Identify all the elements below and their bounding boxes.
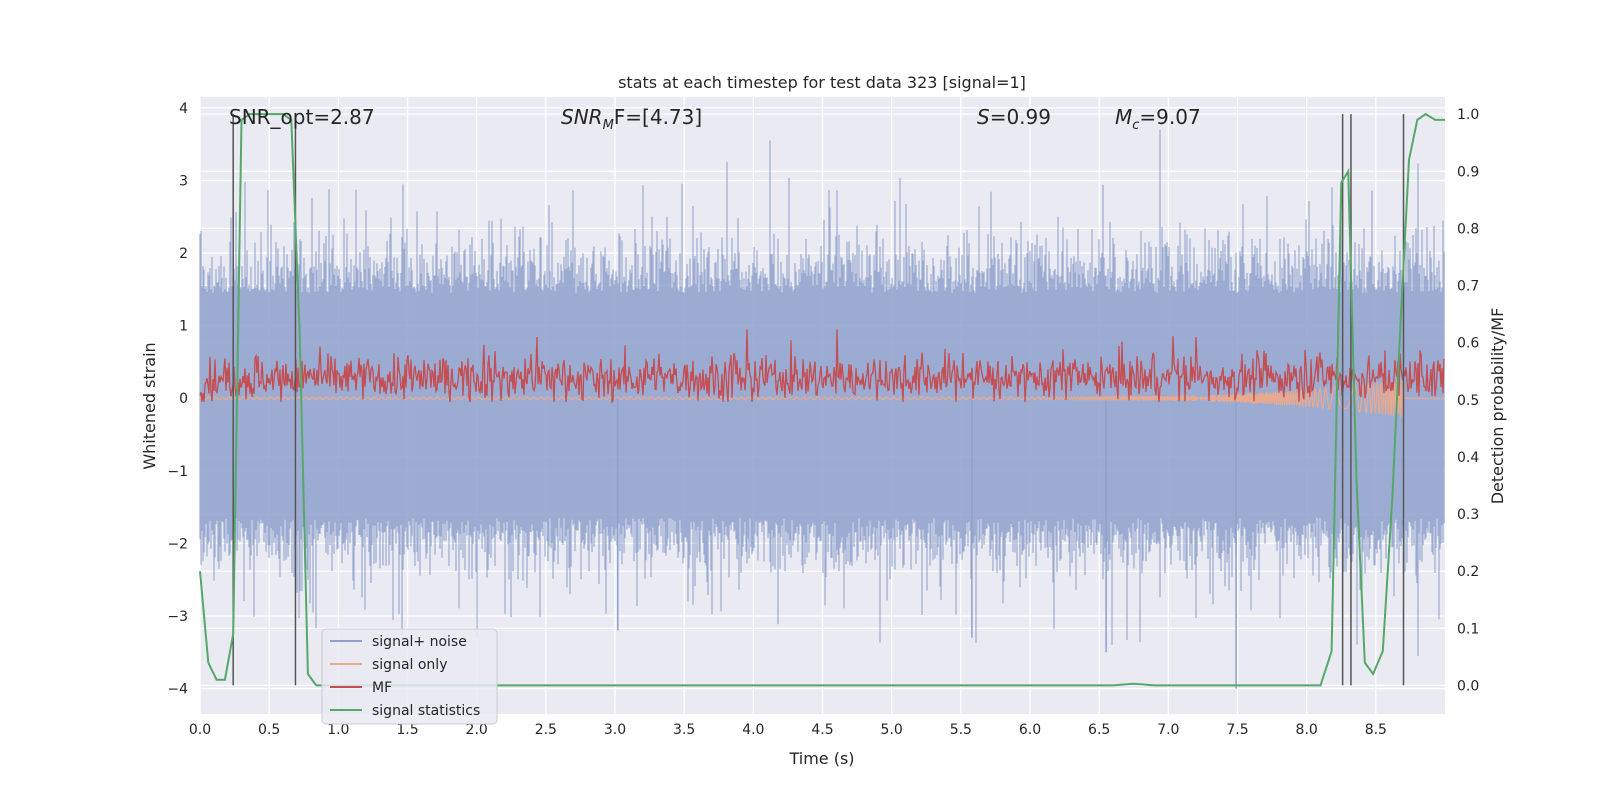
x-tick-label: 5.5 — [950, 722, 972, 738]
legend-label-signal-only: signal only — [372, 657, 447, 673]
annotation-snr-mf: SNRMF=[4.73] — [561, 105, 702, 133]
vertical-markers — [232, 114, 1405, 686]
y-right-tick-label: 0.7 — [1457, 279, 1479, 295]
y-left-tick-label: 2 — [179, 246, 188, 262]
y-axis-label-left: Whitened strain — [140, 342, 159, 469]
y-left-tick-label: 3 — [179, 173, 188, 189]
annotation-s-value: =0.99 — [990, 105, 1051, 129]
y-right-tick-label: 0.9 — [1457, 164, 1479, 180]
y-right-tick-label: 1.0 — [1457, 107, 1479, 123]
x-tick-label: 2.5 — [535, 722, 557, 738]
x-tick-label: 0.5 — [258, 722, 280, 738]
series-mf — [199, 329, 1445, 404]
legend-label-mf: MF — [372, 680, 392, 696]
y-right-tick-label: 0.4 — [1457, 450, 1479, 466]
x-tick-label: 1.0 — [327, 722, 349, 738]
annotation-s: S=0.99 — [977, 105, 1051, 129]
y-right-tick-label: 0.1 — [1457, 621, 1479, 637]
annotation-snr-opt: SNR_opt=2.87 — [229, 105, 375, 129]
x-tick-label: 3.5 — [673, 722, 695, 738]
x-tick-label: 6.5 — [1088, 722, 1110, 738]
x-tick-label: 1.5 — [396, 722, 418, 738]
chart-title: stats at each timestep for test data 323… — [618, 73, 1026, 92]
x-tick-label: 8.5 — [1365, 722, 1387, 738]
y-left-tick-label: −1 — [167, 464, 188, 480]
signal-only-trace — [199, 378, 1445, 418]
x-tick-labels: 0.0 0.5 1.0 1.5 2.0 2.5 3.0 3.5 4.0 4.5 5.0 5.5 6.0 6… — [189, 722, 1387, 738]
y-right-tick-label: 0.8 — [1457, 221, 1479, 237]
x-tick-label: 7.5 — [1226, 722, 1248, 738]
signal-statistics-trace — [199, 112, 1445, 687]
annotation-snr-mf-base: SNR — [561, 105, 603, 129]
y-right-tick-label: 0.2 — [1457, 564, 1479, 580]
annotation-mc-sub: c — [1132, 118, 1139, 133]
annotation-snr-mf-sub: M — [603, 118, 614, 133]
annotation-snr-mf-rest: F=[4.73] — [614, 105, 702, 129]
annotation-s-symbol: S — [977, 105, 990, 129]
x-tick-label: 8.0 — [1296, 722, 1318, 738]
annotation-mc-symbol: M — [1115, 105, 1132, 129]
y-left-tick-label: 0 — [179, 391, 188, 407]
annotation-mc: Mc=9.07 — [1115, 105, 1201, 133]
x-tick-label: 6.0 — [1019, 722, 1041, 738]
x-axis-label: Time (s) — [788, 749, 854, 768]
x-tick-label: 2.0 — [466, 722, 488, 738]
annotation-mc-value: =9.07 — [1139, 105, 1200, 129]
y-right-tick-label: 0.6 — [1457, 336, 1479, 352]
y-left-tick-label: 4 — [179, 101, 188, 117]
y-right-tick-label: 0.5 — [1457, 393, 1479, 409]
x-tick-label: 4.0 — [742, 722, 764, 738]
x-tick-label: 5.0 — [881, 722, 903, 738]
legend-box — [321, 628, 498, 725]
y-left-tick-label: −2 — [167, 536, 188, 552]
x-tick-label: 4.5 — [811, 722, 833, 738]
y-right-tick-label: 0.0 — [1457, 678, 1479, 694]
y-right-tick-labels: 1.0 0.9 0.8 0.7 0.6 0.5 0.4 0.3 0.2 0.1 0.0 — [1457, 107, 1479, 694]
y-left-tick-label: 1 — [179, 319, 188, 335]
legend: signal+ noise signal only MF signal stat… — [321, 628, 498, 725]
mf-trace — [199, 329, 1445, 404]
series-signal-noise — [199, 129, 1445, 689]
x-tick-label: 7.0 — [1157, 722, 1179, 738]
x-tick-label: 3.0 — [604, 722, 626, 738]
y-right-tick-label: 0.3 — [1457, 507, 1479, 523]
signal-noise-trace — [199, 129, 1445, 656]
legend-label-signal-statistics: signal statistics — [372, 703, 480, 719]
x-tick-label: 0.0 — [189, 722, 211, 738]
y-left-tick-labels: 4 3 2 1 0 −1 −2 −3 −4 — [167, 101, 188, 698]
series-signal-statistics — [199, 112, 1445, 687]
legend-label-signal-noise: signal+ noise — [372, 634, 467, 650]
y-axis-label-right: Detection probability/MF — [1488, 308, 1507, 505]
y-left-tick-label: −3 — [167, 609, 188, 625]
y-left-tick-label: −4 — [167, 682, 188, 698]
series-signal-only — [199, 378, 1445, 418]
